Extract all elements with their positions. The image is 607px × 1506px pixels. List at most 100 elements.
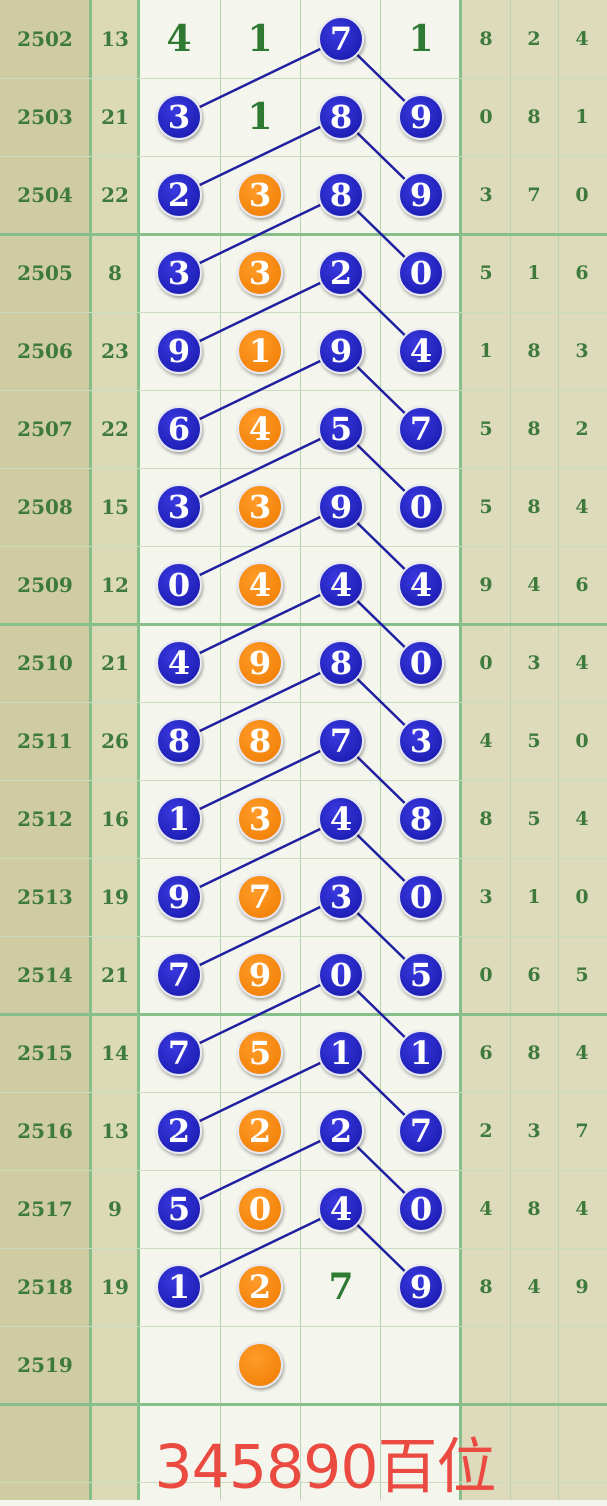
tail-digit: 4 [575,1042,589,1064]
plain-digit: 1 [247,96,273,138]
blue-ball: 7 [398,1108,444,1154]
tail-digit: 4 [479,1198,493,1220]
period-number: 2514 [17,963,73,987]
tail-digit: 1 [527,262,541,284]
tail-digit: 8 [527,106,541,128]
tail-digit: 0 [575,886,589,908]
orange-ball: 4 [237,406,283,452]
sum-value: 23 [101,339,129,363]
plain-digit: 1 [408,18,434,60]
blue-ball: 3 [318,874,364,920]
grid-hline [0,1403,607,1406]
trend-line [178,739,342,821]
tail-digit: 5 [479,262,493,284]
period-number: 2503 [17,105,73,129]
blue-ball: 7 [156,1030,202,1076]
blue-ball: 3 [156,484,202,530]
trend-line [178,37,342,119]
trend-line [178,193,342,275]
sum-value: 19 [101,885,129,909]
grid-hline [0,78,607,79]
grid-hline [0,546,607,547]
blue-ball: 4 [318,796,364,842]
trend-line [178,1129,342,1211]
sum-value: 26 [101,729,129,753]
blue-ball: 9 [398,1264,444,1310]
blue-ball: 8 [318,94,364,140]
blue-ball: 3 [156,250,202,296]
blue-ball: 7 [318,718,364,764]
tail-digit: 8 [479,808,493,830]
orange-ball: 2 [237,1108,283,1154]
orange-ball: 4 [237,562,283,608]
tail-digit: 6 [527,964,541,986]
blue-ball: 2 [156,172,202,218]
grid-vline [300,0,301,1500]
caption: 345890百位 [154,1432,496,1503]
blue-ball: 9 [398,94,444,140]
tail-digit: 9 [575,1276,589,1298]
tail-digit: 6 [575,574,589,596]
tail-digit: 2 [575,418,589,440]
period-number: 2510 [17,651,73,675]
sum-value: 9 [108,1197,122,1221]
grid-vline [510,0,511,1500]
orange-ball: 9 [237,640,283,686]
period-number: 2518 [17,1275,73,1299]
tail-digit: 2 [479,1120,493,1142]
tail-digit: 8 [527,418,541,440]
trend-line [178,115,342,197]
tail-digit: 1 [575,106,589,128]
grid-hline [0,1326,607,1327]
tail-digit: 4 [479,730,493,752]
blue-ball: 7 [318,16,364,62]
blue-ball: 8 [156,718,202,764]
blue-ball: 9 [398,172,444,218]
tail-digit: 0 [479,964,493,986]
grid-hline [0,468,607,469]
period-number: 2509 [17,573,73,597]
grid-hline [0,1013,607,1016]
period-number: 2515 [17,1041,73,1065]
trend-line [178,505,342,587]
blue-ball: 2 [156,1108,202,1154]
tail-digit: 6 [575,262,589,284]
blue-ball: 1 [318,1030,364,1076]
tail-column-bg [460,0,607,1500]
blue-ball: 5 [398,952,444,998]
blue-ball: 2 [318,250,364,296]
period-number: 2502 [17,27,73,51]
sum-value: 21 [101,963,129,987]
blue-ball: 4 [398,562,444,608]
tail-digit: 8 [479,1276,493,1298]
orange-ball: 3 [237,250,283,296]
blue-ball: 0 [398,1186,444,1232]
blue-ball: 0 [398,484,444,530]
tail-digit: 4 [575,496,589,518]
trend-line [178,973,342,1055]
tail-digit: 8 [527,340,541,362]
period-number: 2504 [17,183,73,207]
trend-line [178,271,342,353]
tail-digit: 4 [575,1198,589,1220]
orange-ball: 3 [237,796,283,842]
grid-hline [0,233,607,236]
period-number: 2516 [17,1119,73,1143]
grid-hline [0,390,607,391]
blue-ball: 0 [156,562,202,608]
tail-digit: 4 [575,652,589,674]
sum-value: 8 [108,261,122,285]
tail-digit: 4 [527,574,541,596]
trend-line [178,661,342,743]
grid-hline [0,1248,607,1249]
trend-line [178,583,342,665]
blue-ball: 5 [318,406,364,452]
plain-digit: 4 [166,18,192,60]
sum-value: 12 [101,573,129,597]
tail-digit: 5 [527,808,541,830]
grid-vline [380,0,381,1500]
grid-hline [0,1170,607,1171]
blue-ball: 8 [318,640,364,686]
blue-ball: 8 [398,796,444,842]
sum-value: 15 [101,495,129,519]
